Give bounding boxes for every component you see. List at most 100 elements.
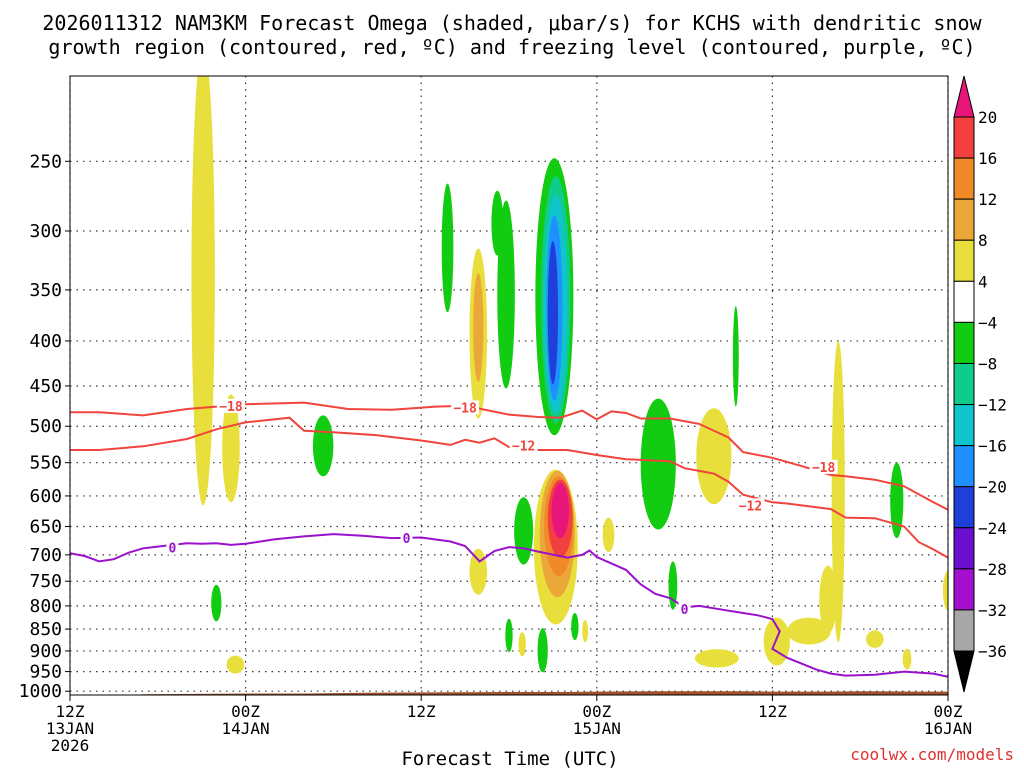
colorbar-level-label: 4 (978, 272, 988, 291)
colorbar-segment (953, 198, 975, 241)
contour-label-freezing-level-0: 0 (169, 542, 177, 557)
x-tick-label: 00Z (934, 702, 963, 721)
y-tick-label: 350 (29, 280, 62, 301)
y-tick-label: 900 (29, 641, 62, 662)
colorbar-level-label: −8 (978, 354, 997, 373)
omega-region-y15 (831, 340, 845, 643)
chart-title: 2026011312 NAM3KM Forecast Omega (shaded… (42, 11, 982, 59)
colorbar-level-label: 8 (978, 231, 988, 250)
omega-region-y18 (942, 570, 948, 611)
omega-region-y3 (226, 655, 245, 674)
x-tick-label: 12Z (56, 702, 85, 721)
contour-label-dgz-minus18: −18 (219, 400, 243, 415)
plot-area: −18 −18 −18 −12 −12 0 0 0 (69, 75, 949, 696)
colorbar-segment (953, 527, 975, 570)
omega-region-g2 (312, 415, 334, 477)
y-tick-label: 800 (29, 596, 62, 617)
omega-region-o1 (473, 273, 484, 382)
contour-label-dgz-minus12: −12 (739, 499, 762, 514)
omega-region-g10 (571, 613, 579, 641)
colorbar: 20 16 12 8 4 −4 −8 −12 −16 −20 −24 −28 −32 −36 (953, 75, 1007, 693)
omega-shading (191, 76, 948, 674)
omega-region-g11 (640, 398, 676, 530)
contour-label-bg (809, 459, 838, 474)
contour-label-bg (678, 601, 691, 616)
y-tick-label: 600 (29, 486, 62, 507)
colorbar-segment (953, 362, 975, 406)
contour-label-bg (736, 498, 765, 513)
contour-dgz-minus12 (70, 416, 948, 559)
colorbar-level-label: −32 (978, 601, 1007, 620)
contour-label-dgz-minus18: −18 (812, 461, 836, 476)
omega-region-y13 (787, 617, 831, 645)
colorbar-level-label: −20 (978, 478, 1007, 497)
x-axis-label: Forecast Time (UTC) (401, 748, 618, 768)
colorbar-level-label: −16 (978, 437, 1007, 456)
omega-region-y9 (602, 517, 615, 553)
colorbar-segment (953, 239, 975, 282)
colorbar-level-label: −12 (978, 396, 1007, 415)
contour-label-freezing-level-0: 0 (403, 532, 411, 547)
omega-region-y2 (222, 394, 240, 503)
x-tick-label: 13JAN (46, 719, 94, 738)
y-tick-label: 300 (29, 221, 62, 242)
omega-region-y5 (469, 548, 488, 595)
omega-region-g13 (732, 305, 739, 407)
y-tick-label: 650 (29, 517, 62, 538)
contour-label-dgz-minus18: −18 (453, 401, 477, 416)
x-tick-label: 15JAN (573, 719, 621, 738)
omega-region-y16 (866, 630, 884, 648)
y-tick-label: 1000 (19, 681, 62, 702)
colorbar-level-label: 12 (978, 190, 997, 209)
omega-region-b2 (547, 241, 559, 385)
colorbar-top-arrow (953, 75, 975, 118)
contour-label-bg (166, 540, 179, 555)
omega-region-y12 (763, 617, 790, 666)
y-tick-label: 750 (29, 571, 62, 592)
omega-region-y6 (518, 632, 526, 657)
colorbar-level-label: −36 (978, 642, 1007, 661)
x-tick-label: 12Z (407, 702, 436, 721)
x-tick-label: 12Z (758, 702, 787, 721)
y-tick-label: 700 (29, 545, 62, 566)
omega-region-g8 (537, 628, 548, 673)
omega-region-g14 (890, 462, 904, 539)
colorbar-level-label: −4 (978, 313, 997, 332)
contour-freezing-level-0 (70, 533, 948, 678)
colorbar-level-label: −24 (978, 519, 1007, 538)
omega-region-p1 (551, 482, 569, 539)
omega-region-y1 (191, 76, 215, 506)
omega-region-g1 (211, 584, 222, 622)
y-tick-label: 250 (29, 151, 62, 172)
omega-region-g3 (441, 183, 454, 313)
contour-label-bg (509, 438, 538, 453)
omega-region-y17 (902, 648, 912, 670)
omega-region-y14 (819, 565, 837, 634)
omega-region-g7 (514, 497, 534, 565)
y-tick-label: 400 (29, 331, 62, 352)
colorbar-segment (953, 280, 975, 323)
y-tick-label: 850 (29, 619, 62, 640)
colorbar-level-label: 16 (978, 149, 997, 168)
omega-region-y8 (582, 619, 589, 643)
x-tick-label: 00Z (582, 702, 611, 721)
colorbar-level-label: −28 (978, 560, 1007, 579)
title-line-1: 2026011312 NAM3KM Forecast Omega (shaded… (42, 11, 982, 35)
credit-text[interactable]: coolwx.com/models (850, 745, 1014, 764)
omega-region-g5 (497, 200, 515, 389)
colorbar-segment (953, 445, 975, 488)
title-line-2: growth region (contoured, red, ºC) and f… (48, 35, 975, 59)
y-tick-label: 550 (29, 453, 62, 474)
y-tick-label: 450 (29, 376, 62, 397)
contour-label-bg (400, 531, 413, 546)
x-tick-label: 2026 (51, 736, 90, 755)
contour-label-dgz-minus12: −12 (512, 440, 535, 455)
colorbar-bottom-arrow (953, 650, 975, 693)
colorbar-segment (953, 609, 975, 652)
colorbar-segment (953, 404, 975, 447)
y-tick-label: 950 (29, 662, 62, 683)
contour-label-bg (216, 398, 245, 413)
y-axis-ticks: 2503003504004505005506006507007508008509… (19, 151, 70, 702)
colorbar-segment (953, 157, 975, 200)
